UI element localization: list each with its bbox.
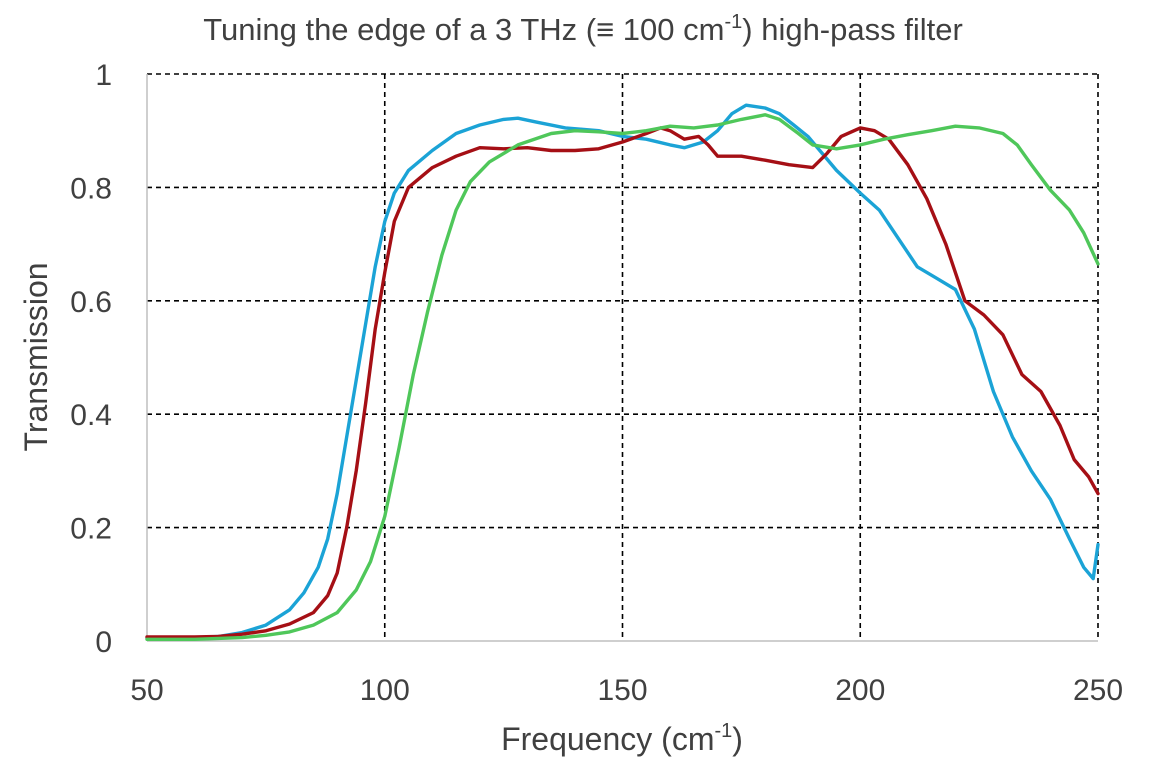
chart-title: Tuning the edge of a 3 THz (≡ 100 cm-1) … xyxy=(203,11,963,47)
y-tick-label: 0.4 xyxy=(70,399,112,432)
x-tick-label: 50 xyxy=(130,674,163,707)
y-tick-label: 0 xyxy=(95,626,112,659)
x-tick-label: 100 xyxy=(360,674,410,707)
x-tick-label: 150 xyxy=(597,674,647,707)
y-tick-label: 0.2 xyxy=(70,513,112,546)
y-tick-label: 0.6 xyxy=(70,286,112,319)
x-tick-label: 250 xyxy=(1073,674,1123,707)
grid xyxy=(147,73,1099,641)
x-axis-title-superscript: -1 xyxy=(714,720,732,742)
x-tick-label: 200 xyxy=(835,674,885,707)
series-group xyxy=(145,103,1100,641)
x-axis-title: Frequency (cm-1) xyxy=(501,720,743,757)
series-line-blue xyxy=(145,103,1100,640)
y-axis-title: Transmission xyxy=(18,262,54,451)
axes xyxy=(146,74,1098,642)
y-tick-label: 1 xyxy=(95,59,112,92)
series-line-green xyxy=(145,113,1100,641)
chart-title-superscript: -1 xyxy=(724,11,742,33)
y-tick-label: 0.8 xyxy=(70,172,112,205)
